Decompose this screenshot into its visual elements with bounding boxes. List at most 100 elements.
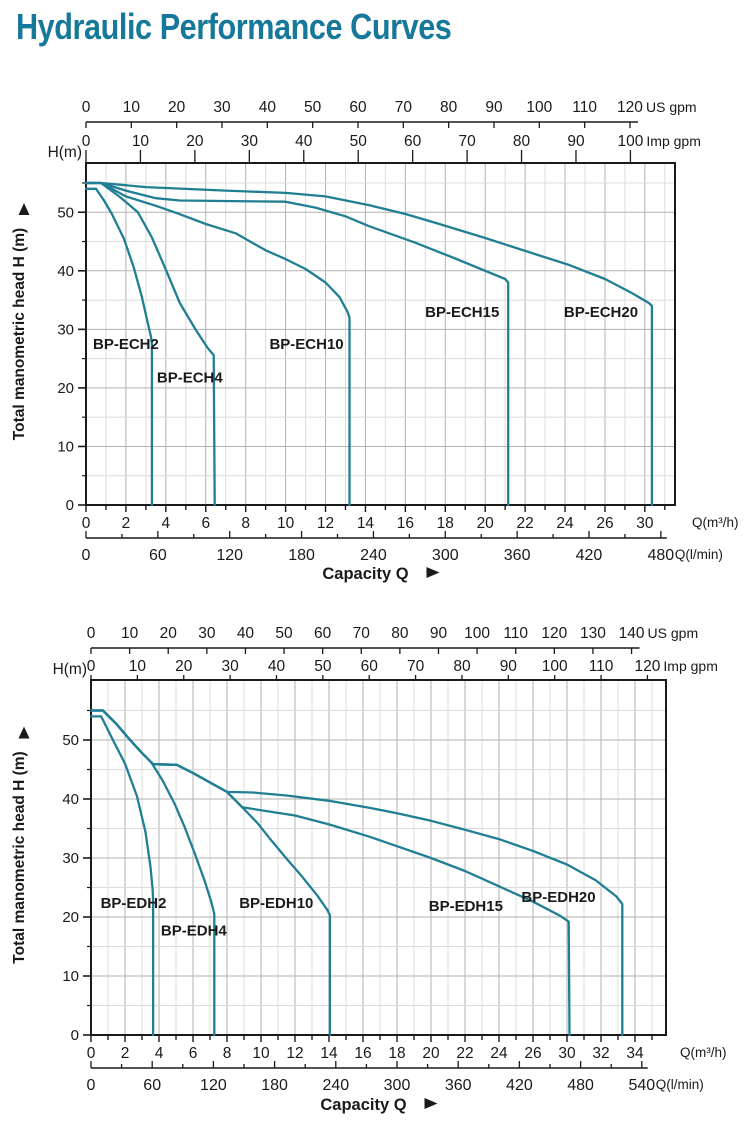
axis-text: 100 bbox=[464, 625, 490, 642]
x-axis-lmin: 0 60 120 180 240 300 360 420 480 540 Q(l/min) bbox=[87, 1061, 704, 1094]
axis-text: 8 bbox=[241, 515, 250, 532]
axis-text: 60 bbox=[149, 547, 167, 564]
axis-text: 140 bbox=[619, 625, 645, 642]
curve-BP-EDH20 bbox=[89, 709, 624, 1037]
axis-text: 120 bbox=[634, 658, 660, 675]
grid bbox=[91, 680, 666, 1035]
x-axis-lmin: 0 60 120 180 240 300 360 420 480 Q(l/min) bbox=[82, 531, 723, 564]
axis-text: 110 bbox=[572, 99, 597, 116]
axis-text: 0 bbox=[87, 658, 96, 675]
axis-text: Capacity Q bbox=[320, 1096, 406, 1114]
axis-text: 12 bbox=[317, 515, 334, 532]
axis-text: 70 bbox=[407, 658, 425, 675]
axis-text: Q(m³/h) bbox=[680, 1045, 727, 1060]
axis-text: 10 bbox=[129, 658, 147, 675]
curve-BP-ECH2 bbox=[84, 187, 154, 507]
axis-text: 300 bbox=[432, 547, 459, 564]
axis-text: Capacity Q bbox=[322, 565, 408, 583]
y-axis: 0 10 20 30 40 50 H(m) Total manometric head H (… bbox=[11, 661, 91, 1044]
axis-text: 50 bbox=[57, 204, 74, 221]
axis-text: 10 bbox=[277, 515, 295, 532]
axis-text: 26 bbox=[596, 515, 613, 532]
axis-text: 10 bbox=[132, 133, 150, 150]
axis-text: 40 bbox=[62, 791, 79, 808]
curve-label-BP-EDH4: BP-EDH4 bbox=[161, 923, 228, 940]
axis-text: 540 bbox=[628, 1077, 655, 1094]
axis-text: 80 bbox=[453, 658, 471, 675]
plot-frame bbox=[85, 162, 676, 506]
axis-text: US gpm bbox=[648, 625, 699, 641]
axis-text: 22 bbox=[456, 1045, 473, 1062]
axis-text: Imp gpm bbox=[646, 133, 700, 149]
axis-text: 90 bbox=[567, 133, 585, 150]
axis-text: 300 bbox=[384, 1077, 411, 1094]
axis-text: 2 bbox=[121, 1045, 130, 1062]
axis-text: 30 bbox=[636, 515, 654, 532]
right-arrow-icon bbox=[424, 1098, 438, 1109]
axis-text: 420 bbox=[506, 1077, 533, 1094]
up-arrow-icon bbox=[18, 726, 30, 739]
axis-text: 20 bbox=[422, 1045, 440, 1062]
axis-text: 110 bbox=[589, 658, 614, 675]
axis-text: 50 bbox=[350, 133, 368, 150]
axis-text: 12 bbox=[286, 1045, 303, 1062]
axis-text: 120 bbox=[541, 625, 567, 642]
axis-text: 2 bbox=[122, 515, 131, 532]
axis-text: 30 bbox=[62, 850, 79, 867]
axis-text: 80 bbox=[440, 99, 458, 116]
axis-text: 70 bbox=[353, 625, 371, 642]
axis-text: Q(l/min) bbox=[675, 547, 723, 562]
axis-text: 240 bbox=[360, 547, 387, 564]
axis-text: 30 bbox=[558, 1045, 576, 1062]
axis-text: 0 bbox=[66, 497, 74, 514]
axis-text: 4 bbox=[162, 515, 171, 532]
axis-text: 90 bbox=[500, 658, 518, 675]
axis-text: 40 bbox=[259, 99, 277, 116]
axis-text: 80 bbox=[513, 133, 531, 150]
axis-text: H(m) bbox=[53, 661, 87, 678]
axis-text: Total manometric head H (m) bbox=[11, 751, 28, 963]
axis-text: 20 bbox=[57, 380, 74, 397]
axis-text: 480 bbox=[647, 547, 674, 564]
axis-text: Q(m³/h) bbox=[692, 515, 739, 530]
curve-label-BP-EDH10: BP-EDH10 bbox=[239, 895, 313, 912]
axis-text: 180 bbox=[261, 1077, 288, 1094]
x-axis-m3h: 0 2 4 6 8 10 12 14 16 18 20 22 24 26 30 32 34 Q(m³/h) bbox=[87, 1035, 727, 1062]
axis-text: 360 bbox=[445, 1077, 472, 1094]
axis-text: 180 bbox=[288, 547, 315, 564]
axis-text: 20 bbox=[168, 99, 186, 116]
axis-text: 40 bbox=[57, 263, 74, 280]
axis-text: 20 bbox=[477, 515, 495, 532]
axis-text: 8 bbox=[223, 1045, 232, 1062]
axis-text: 34 bbox=[626, 1045, 644, 1062]
axis-text: 110 bbox=[503, 625, 528, 642]
axis-text: 60 bbox=[349, 99, 367, 116]
x-axis-imp-gpm: 0 10 20 30 40 50 60 70 80 90 100 Imp gpm bbox=[82, 133, 701, 163]
axis-text: 0 bbox=[82, 133, 91, 150]
axis-text: 40 bbox=[268, 658, 286, 675]
axis-text: 20 bbox=[62, 909, 79, 926]
curve-BP-ECH10 bbox=[84, 181, 351, 507]
axis-text: 14 bbox=[320, 1045, 338, 1062]
axis-text: 6 bbox=[201, 515, 210, 532]
axis-text: 70 bbox=[458, 133, 476, 150]
x-axis-us-gpm: 0 10 20 30 40 50 60 70 80 90 100 110 120 US gpm bbox=[82, 99, 697, 128]
axis-text: Total manometric head H (m) bbox=[11, 228, 28, 440]
axis-text: 18 bbox=[388, 1045, 405, 1062]
axis-text: 40 bbox=[295, 133, 313, 150]
grid bbox=[86, 163, 675, 505]
axis-text: 20 bbox=[186, 133, 204, 150]
axis-text: 24 bbox=[490, 1045, 508, 1062]
right-arrow-icon bbox=[426, 567, 440, 578]
axis-text: 100 bbox=[617, 133, 643, 150]
axis-text: 90 bbox=[485, 99, 503, 116]
axis-text: 100 bbox=[542, 658, 568, 675]
axis-text: 60 bbox=[361, 658, 379, 675]
curve-label-BP-ECH20: BP-ECH20 bbox=[564, 304, 638, 321]
axis-text: 10 bbox=[123, 99, 141, 116]
axis-text: Imp gpm bbox=[663, 658, 717, 674]
axis-text: 0 bbox=[87, 1077, 96, 1094]
axis-text: 120 bbox=[200, 1077, 227, 1094]
